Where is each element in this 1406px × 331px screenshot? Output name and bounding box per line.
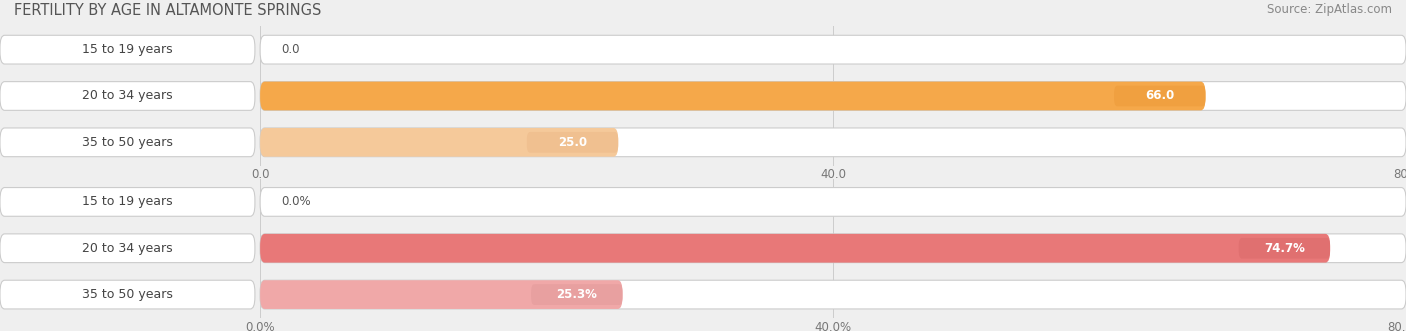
- Text: 20 to 34 years: 20 to 34 years: [82, 242, 173, 255]
- Text: 35 to 50 years: 35 to 50 years: [82, 288, 173, 301]
- FancyBboxPatch shape: [0, 82, 254, 110]
- FancyBboxPatch shape: [260, 188, 1406, 216]
- FancyBboxPatch shape: [1239, 238, 1330, 259]
- FancyBboxPatch shape: [260, 82, 1205, 110]
- Text: FERTILITY BY AGE IN ALTAMONTE SPRINGS: FERTILITY BY AGE IN ALTAMONTE SPRINGS: [14, 3, 322, 18]
- FancyBboxPatch shape: [0, 128, 254, 157]
- Text: 66.0: 66.0: [1144, 89, 1174, 103]
- FancyBboxPatch shape: [260, 82, 1406, 110]
- FancyBboxPatch shape: [0, 280, 254, 309]
- FancyBboxPatch shape: [260, 35, 1406, 64]
- FancyBboxPatch shape: [1114, 86, 1205, 106]
- Text: 15 to 19 years: 15 to 19 years: [82, 195, 173, 209]
- FancyBboxPatch shape: [260, 280, 1406, 309]
- FancyBboxPatch shape: [260, 128, 619, 157]
- Text: 25.0: 25.0: [558, 136, 588, 149]
- Text: Source: ZipAtlas.com: Source: ZipAtlas.com: [1267, 3, 1392, 16]
- FancyBboxPatch shape: [260, 280, 623, 309]
- FancyBboxPatch shape: [527, 132, 619, 153]
- FancyBboxPatch shape: [0, 234, 254, 262]
- Text: 20 to 34 years: 20 to 34 years: [82, 89, 173, 103]
- Text: 74.7%: 74.7%: [1264, 242, 1305, 255]
- Text: 0.0: 0.0: [281, 43, 299, 56]
- FancyBboxPatch shape: [260, 234, 1406, 262]
- FancyBboxPatch shape: [260, 128, 1406, 157]
- Text: 35 to 50 years: 35 to 50 years: [82, 136, 173, 149]
- FancyBboxPatch shape: [0, 188, 254, 216]
- FancyBboxPatch shape: [531, 284, 623, 305]
- FancyBboxPatch shape: [260, 234, 1330, 262]
- Text: 0.0%: 0.0%: [281, 195, 311, 209]
- Text: 15 to 19 years: 15 to 19 years: [82, 43, 173, 56]
- Text: 25.3%: 25.3%: [557, 288, 598, 301]
- FancyBboxPatch shape: [0, 35, 254, 64]
